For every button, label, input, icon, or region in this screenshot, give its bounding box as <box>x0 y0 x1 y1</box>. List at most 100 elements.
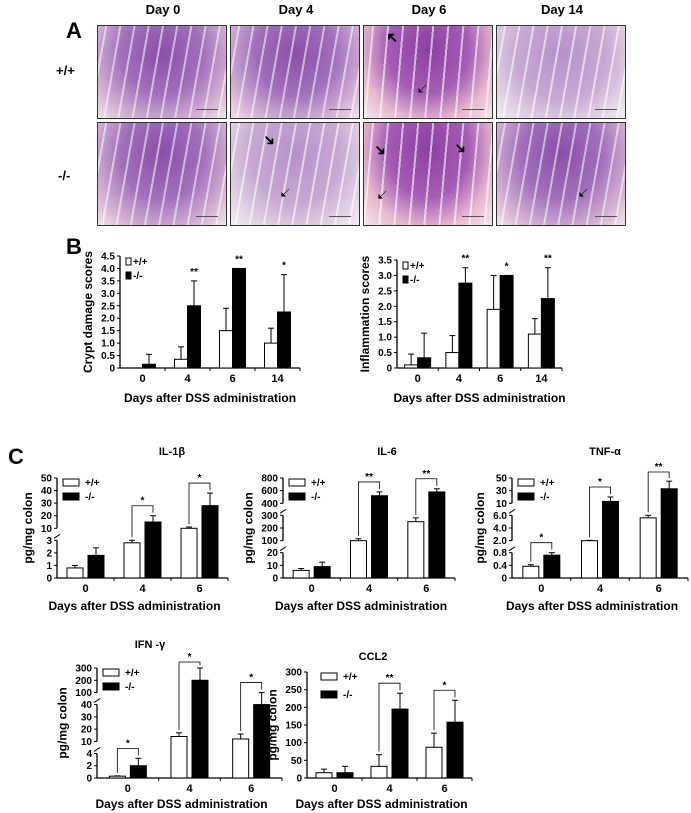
significance-bracket <box>415 478 438 515</box>
bar-wild-type <box>170 736 188 779</box>
legend-label: -/- <box>85 492 94 503</box>
x-tick-label: 6 <box>423 583 429 595</box>
bar-wild-type <box>108 775 126 779</box>
y-tick-label: 2.5 <box>101 301 115 312</box>
x-tick-label: 0 <box>82 583 88 595</box>
bar-wild-type <box>174 358 188 369</box>
significance-bracket <box>178 661 201 730</box>
bar-knockout <box>446 721 464 779</box>
axis-break-icon <box>279 508 287 514</box>
x-axis-label: Days after DSS administration <box>124 391 296 405</box>
y-tick-label: 3.5 <box>101 276 115 287</box>
histology-image-ko-day0 <box>97 122 227 226</box>
y-tick-label: 0 <box>386 364 392 375</box>
significance-bracket <box>131 505 154 538</box>
significance-marker: * <box>126 738 130 749</box>
chart-title: CCL2 <box>359 651 388 663</box>
significance-bracket <box>589 486 611 538</box>
bar-wild-type <box>404 364 419 369</box>
y-tick-label: 300 <box>75 664 92 675</box>
x-axis-label: Days after DSS administration <box>393 391 565 405</box>
legend-swatch <box>62 478 80 487</box>
y-tick-label: 100 <box>75 688 92 699</box>
axis-break-icon <box>53 533 61 539</box>
y-tick-label: 10 <box>41 524 53 535</box>
bar-wild-type <box>232 738 250 779</box>
bar-wild-type <box>180 527 198 579</box>
y-tick-label: 2.0 <box>101 314 115 325</box>
bar-knockout <box>543 554 561 579</box>
y-tick-label: 2 <box>86 761 92 772</box>
significance-bracket <box>188 482 211 525</box>
significance-marker: * <box>443 680 447 691</box>
axis-break-icon <box>279 546 287 552</box>
legend-label: +/+ <box>540 478 555 489</box>
legend-swatch <box>517 478 535 487</box>
y-tick-label: 0.5 <box>101 351 115 362</box>
bar-knockout <box>313 566 331 579</box>
bar-knockout <box>232 267 246 369</box>
y-tick-label: 200 <box>75 676 92 687</box>
bar-wild-type <box>581 540 598 579</box>
legend-swatch <box>402 261 409 270</box>
y-tick-label: 2.0 <box>378 302 392 313</box>
y-tick-label: 2.0 <box>493 536 507 547</box>
y-axis-label: pg/mg colon <box>55 687 69 758</box>
x-tick-label: 6 <box>497 373 503 385</box>
y-tick-label: 1.5 <box>101 326 115 337</box>
y-tick-label: 3 <box>46 536 52 547</box>
significance-bracket <box>378 682 401 752</box>
y-tick-label: 0 <box>501 574 507 585</box>
significance-bracket <box>240 682 263 732</box>
significance-marker: * <box>188 652 192 663</box>
legend-label: +/+ <box>125 668 140 679</box>
y-tick-label: 1.0 <box>101 339 115 350</box>
legend-label: +/+ <box>133 257 148 268</box>
legend-label: -/- <box>311 492 320 503</box>
column-label-day0: Day 0 <box>145 2 181 17</box>
y-tick-label: 20 <box>267 548 279 559</box>
legend-label: -/- <box>343 690 352 701</box>
legend-swatch <box>102 668 120 677</box>
significance-marker: * <box>505 261 509 272</box>
bar-knockout <box>660 488 678 579</box>
bar-knockout <box>336 772 354 779</box>
significance-marker: ** <box>461 254 469 265</box>
x-axis-label: Days after DSS administration <box>95 797 267 811</box>
bar-wild-type <box>445 352 460 369</box>
legend-label: -/- <box>410 275 419 286</box>
y-axis-label: pg/mg colon <box>265 689 279 760</box>
y-tick-label: 0 <box>272 574 278 585</box>
y-tick-label: 10 <box>496 499 508 510</box>
significance-bracket <box>530 542 553 562</box>
significance-bracket <box>647 471 670 513</box>
significance-marker: ** <box>235 254 243 265</box>
bar-knockout <box>540 298 555 369</box>
y-tick-label: 3.0 <box>101 289 115 300</box>
x-tick-label: 0 <box>309 583 315 595</box>
y-tick-label: 10 <box>267 561 279 572</box>
histology-image-wt-day0 <box>97 25 227 119</box>
bar-knockout <box>417 357 432 369</box>
bar-knockout <box>87 554 105 579</box>
bar-wild-type <box>522 565 540 579</box>
x-tick-label: 4 <box>366 583 373 595</box>
bar-wild-type <box>123 542 141 579</box>
legend-label: -/- <box>133 271 142 282</box>
y-tick-label: 6.0 <box>493 511 507 522</box>
legend-label: -/- <box>540 492 549 503</box>
x-tick-label: 0 <box>538 583 544 595</box>
column-label-day14: Day 14 <box>541 2 583 17</box>
y-tick-label: 1.5 <box>378 317 392 328</box>
bar-knockout <box>458 282 473 369</box>
bar-knockout <box>191 679 209 779</box>
y-tick-label: 50 <box>496 474 508 485</box>
y-tick-label: 0 <box>86 774 92 785</box>
y-tick-label: 3.5 <box>378 256 392 267</box>
significance-bracket <box>433 689 456 731</box>
x-tick-label: 14 <box>535 373 548 385</box>
x-tick-label: 6 <box>656 583 662 595</box>
significance-marker: * <box>539 533 543 544</box>
